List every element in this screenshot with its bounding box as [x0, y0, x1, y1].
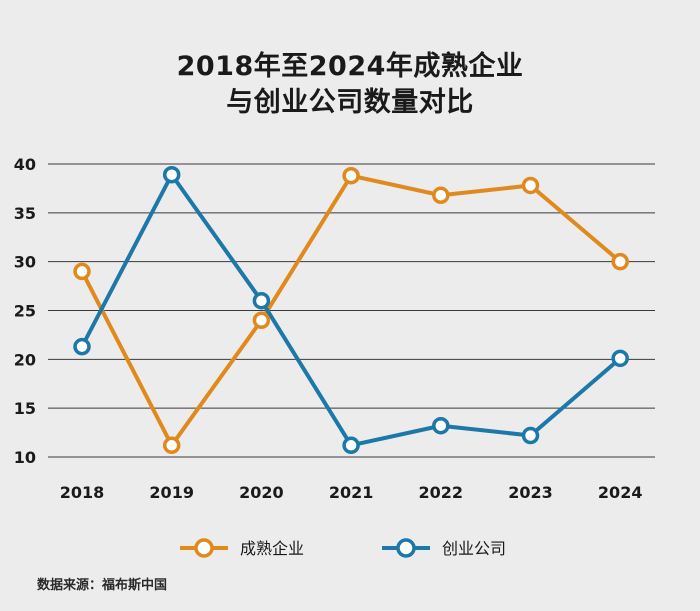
y-tick-label: 40: [14, 155, 36, 174]
x-tick-label: 2021: [329, 483, 374, 502]
x-tick-label: 2022: [419, 483, 464, 502]
legend-label-2: 创业公司: [442, 539, 506, 558]
data-source-note: 数据来源：福布斯中国: [37, 578, 168, 593]
series-2-point: [342, 436, 360, 455]
series-1-point: [162, 436, 181, 455]
y-tick-label: 15: [14, 399, 36, 418]
y-tick-label: 30: [14, 253, 36, 272]
y-tick-label: 25: [14, 302, 36, 321]
x-tick-label: 2019: [149, 483, 194, 502]
y-tick-label: 20: [14, 350, 36, 369]
y-tick-label: 10: [14, 448, 36, 467]
series-2-point: [611, 349, 629, 368]
x-tick-label: 2024: [598, 483, 643, 502]
series-2-point: [162, 165, 181, 184]
series-1-point: [521, 176, 540, 195]
series-1-point: [342, 166, 360, 185]
legend-label-1: 成熟企业: [240, 539, 304, 558]
series-2-point: [73, 337, 91, 356]
series-2-point: [521, 426, 540, 445]
legend-marker-2: [396, 538, 416, 558]
chart-title-line-2: 与创业公司数量对比: [226, 87, 474, 118]
x-tick-label: 2020: [239, 483, 284, 502]
series-1-point: [73, 262, 91, 281]
series-2-point: [432, 416, 450, 435]
series-1-point: [432, 186, 450, 205]
series-1-point: [611, 252, 629, 271]
chart-title-line-1: 2018年至2024年成熟企业: [176, 51, 524, 82]
x-tick-label: 2018: [60, 483, 105, 502]
series-1-point: [252, 311, 271, 330]
legend-marker-1: [194, 538, 214, 558]
y-tick-label: 35: [14, 204, 36, 223]
x-tick-label: 2023: [508, 483, 553, 502]
series-2-point: [252, 291, 271, 310]
